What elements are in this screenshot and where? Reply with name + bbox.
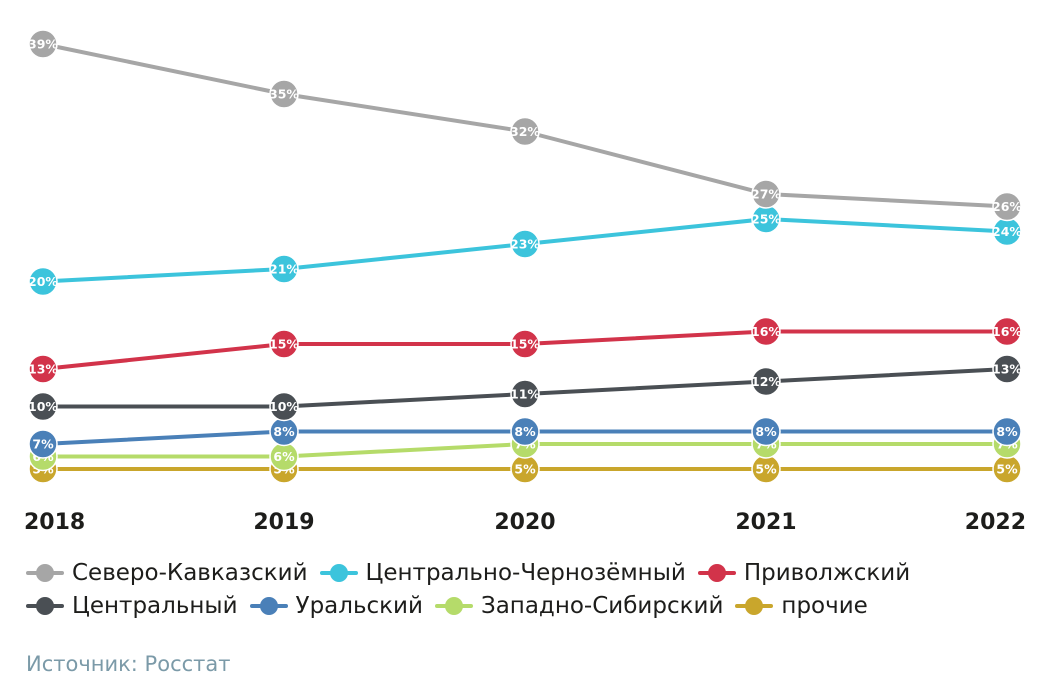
data-label-центрально-чернозёмный-2021: 25%: [751, 212, 781, 227]
data-label-северо-кавказский-2018: 39%: [28, 37, 58, 52]
data-point-центральный-2019: [269, 391, 299, 422]
legend-row-1: Северо-Кавказский Центрально-Чернозёмный…: [26, 556, 1036, 589]
data-label-центральный-2021: 12%: [751, 374, 781, 389]
legend-label: Приволжский: [743, 559, 911, 586]
x-tick-label-2022: 2022: [965, 510, 1026, 535]
data-point-уральский-2021: [751, 416, 781, 447]
data-label-центрально-чернозёмный-2019: 21%: [269, 262, 299, 277]
data-label-уральский-2021: 8%: [755, 424, 777, 439]
data-label-центральный-2022: 13%: [992, 362, 1022, 377]
legend-label: Северо-Кавказский: [72, 559, 308, 586]
data-point-уральский-2022: [992, 416, 1022, 447]
data-label-центральный-2019: 10%: [269, 399, 299, 414]
data-label-центрально-чернозёмный-2020: 23%: [510, 237, 540, 252]
legend-item-uralsky[interactable]: Уральский: [249, 592, 423, 619]
data-point-центрально-чернозёмный-2019: [269, 254, 299, 284]
legend-item-centralno-chernozemny[interactable]: Центрально-Чернозёмный: [319, 559, 686, 586]
data-point-северо-кавказский-2022: [992, 191, 1022, 222]
x-tick-label-2020: 2020: [494, 510, 555, 535]
legend-label: Центрально-Чернозёмный: [365, 559, 686, 586]
data-label-центральный-2018: 10%: [28, 399, 58, 414]
legend-label: Западно-Сибирский: [480, 592, 724, 619]
legend-swatch: [249, 596, 288, 616]
legend-row-2: Центральный Уральский Западно-Сибирский …: [26, 589, 1036, 622]
legend-swatch: [319, 563, 358, 583]
data-point-центральный-2020: [510, 379, 540, 409]
line-chart: 5%5%5%5%5%6%6%7%7%7%7%8%8%8%8%10%10%11%1…: [24, 29, 1026, 535]
data-point-центрально-чернозёмный-2020: [510, 229, 540, 259]
x-tick-label-2019: 2019: [253, 510, 314, 535]
data-point-центральный-2022: [992, 354, 1022, 384]
legend-item-privolzhsky[interactable]: Приволжский: [697, 559, 911, 586]
data-label-северо-кавказский-2021: 27%: [751, 187, 781, 202]
legend-item-prochie[interactable]: прочие: [735, 592, 868, 619]
x-tick-label-2021: 2021: [735, 510, 796, 535]
legend-swatch: [697, 563, 736, 583]
legend-item-zapadno-sibirsky[interactable]: Западно-Сибирский: [434, 592, 724, 619]
legend-swatch: [434, 596, 473, 616]
legend-label: прочие: [781, 592, 868, 619]
legend-label: Центральный: [72, 592, 238, 619]
legend-item-severo-kavkazsky[interactable]: Северо-Кавказский: [26, 560, 308, 586]
data-label-центрально-чернозёмный-2022: 24%: [992, 224, 1022, 239]
data-point-приволжский-2019: [269, 329, 299, 359]
data-label-уральский-2018: 7%: [32, 437, 54, 452]
data-point-приволжский-2022: [992, 316, 1022, 347]
data-label-уральский-2020: 8%: [514, 424, 536, 439]
data-label-прочие-2021: 5%: [755, 462, 777, 477]
legend-swatch: [735, 596, 774, 616]
data-label-западно-сибирский-2019: 6%: [273, 449, 295, 464]
data-label-приволжский-2019: 15%: [269, 337, 299, 352]
data-point-центрально-чернозёмный-2018: [28, 266, 58, 297]
data-point-северо-кавказский-2021: [751, 179, 781, 209]
x-tick-label-2018: 2018: [24, 510, 85, 535]
data-point-приволжский-2021: [751, 316, 781, 347]
data-label-приволжский-2021: 16%: [751, 324, 781, 339]
data-label-прочие-2020: 5%: [514, 462, 536, 477]
data-label-центральный-2020: 11%: [510, 387, 540, 402]
data-point-центральный-2018: [28, 391, 58, 422]
data-label-приволжский-2018: 13%: [28, 362, 58, 377]
legend-label: Уральский: [295, 592, 423, 619]
data-label-уральский-2022: 8%: [996, 424, 1018, 439]
data-point-уральский-2018: [28, 429, 58, 459]
legend-swatch: [26, 563, 64, 583]
data-point-приволжский-2020: [510, 329, 540, 359]
data-point-приволжский-2018: [28, 354, 58, 384]
data-label-приволжский-2022: 16%: [992, 324, 1022, 339]
legend-item-centralny[interactable]: Центральный: [26, 593, 238, 619]
data-label-центрально-чернозёмный-2018: 20%: [28, 274, 58, 289]
data-label-северо-кавказский-2019: 35%: [269, 87, 299, 102]
source-note: Источник: Росстат: [26, 652, 231, 676]
data-point-северо-кавказский-2019: [269, 79, 299, 109]
data-label-северо-кавказский-2020: 32%: [510, 124, 540, 139]
data-label-северо-кавказский-2022: 26%: [992, 199, 1022, 214]
legend-swatch: [26, 596, 64, 616]
data-point-северо-кавказский-2018: [28, 29, 58, 59]
data-point-центральный-2021: [751, 366, 781, 397]
data-label-приволжский-2020: 15%: [510, 337, 540, 352]
legend: Северо-Кавказский Центрально-Чернозёмный…: [26, 556, 1036, 622]
data-point-северо-кавказский-2020: [510, 116, 540, 147]
data-label-прочие-2022: 5%: [996, 462, 1018, 477]
data-label-уральский-2019: 8%: [273, 424, 295, 439]
data-point-уральский-2020: [510, 416, 540, 447]
